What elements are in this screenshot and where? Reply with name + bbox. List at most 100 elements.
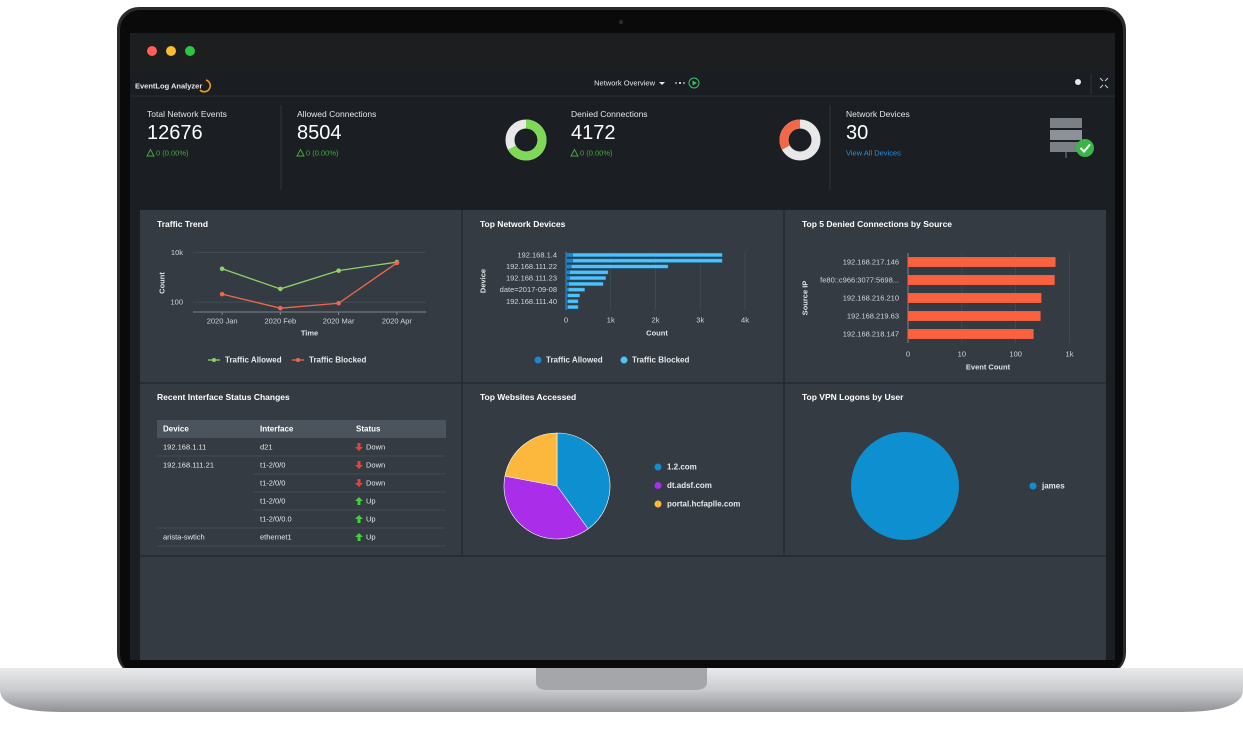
bar-segment	[568, 287, 585, 292]
zoom-button[interactable]	[185, 46, 195, 56]
y-axis-title: Source IP	[801, 281, 810, 316]
kpi-label: Total Network Events	[147, 109, 227, 119]
legend-marker	[1029, 482, 1037, 490]
bar-segment	[572, 258, 723, 263]
donut-segment	[507, 119, 547, 161]
legend-label[interactable]: Traffic Blocked	[309, 356, 366, 365]
cell: Down	[366, 461, 385, 470]
y-tick-label: 192.168.111.40	[506, 297, 557, 306]
cell: t1-2/0/0.0	[260, 515, 292, 524]
bar-segment	[571, 264, 669, 269]
play-icon[interactable]	[692, 80, 698, 86]
column-header: Interface	[260, 425, 294, 434]
kpi-value: 12676	[147, 122, 203, 144]
kpi-value: 4172	[571, 122, 616, 144]
y-tick-label: 100	[170, 298, 183, 307]
cell: Up	[366, 497, 376, 506]
status-arrow	[355, 515, 363, 523]
panel-title: Recent Interface Status Changes	[157, 392, 290, 402]
app-header	[130, 72, 1115, 96]
bar	[908, 329, 1034, 339]
point	[278, 286, 283, 292]
pie-slice	[503, 475, 589, 540]
status-arrow	[355, 443, 363, 451]
slide-dot[interactable]	[675, 82, 677, 84]
kpi-change: 0 (0.00%)	[156, 149, 189, 158]
bar	[908, 275, 1055, 285]
donut-segment	[779, 119, 801, 150]
status-arrow	[355, 497, 363, 505]
legend-label[interactable]: Traffic Allowed	[225, 356, 282, 365]
legend-label[interactable]: Traffic Allowed	[546, 356, 603, 365]
minimize-button[interactable]	[166, 46, 176, 56]
camera	[619, 20, 623, 24]
bar-segment	[565, 252, 573, 257]
bar-segment	[567, 299, 579, 304]
cell: t1-2/0/0	[260, 479, 285, 488]
legend-label[interactable]: Traffic Blocked	[632, 356, 689, 365]
view-selector[interactable]: Network Overview	[594, 79, 655, 88]
dropdown-caret[interactable]	[659, 82, 665, 85]
server-unit	[1050, 130, 1082, 140]
x-axis-title: Count	[646, 329, 668, 338]
x-tick-label: 3k	[696, 316, 704, 325]
cell: t1-2/0/0	[260, 497, 285, 506]
kpi-value: 8504	[297, 122, 342, 144]
bar-segment	[569, 270, 609, 275]
play-button[interactable]	[688, 77, 700, 89]
slide-dot[interactable]	[679, 82, 681, 84]
point	[336, 268, 341, 273]
bar	[908, 311, 1041, 321]
legend-marker	[534, 356, 542, 364]
x-tick-label: 100	[1009, 350, 1022, 359]
bar-segment	[569, 276, 607, 281]
app-logo	[199, 79, 212, 93]
legend-label[interactable]: 1.2.com	[667, 463, 697, 472]
legend-label[interactable]: james	[1041, 482, 1065, 491]
status-arrow	[355, 479, 363, 487]
bar-segment	[565, 293, 568, 298]
bar-segment	[567, 305, 579, 310]
fullscreen-toggle[interactable]	[1099, 77, 1109, 89]
legend-label[interactable]: dt.adsf.com	[667, 481, 712, 490]
panel-title: Top 5 Denied Connections by Source	[802, 219, 952, 229]
pie-slice	[504, 432, 558, 487]
bar-segment	[565, 258, 573, 263]
kpi-label: Denied Connections	[571, 109, 648, 119]
close-button[interactable]	[147, 46, 157, 56]
point	[278, 305, 283, 311]
y-axis-title: Device	[479, 269, 488, 293]
theme-toggle[interactable]	[1075, 79, 1081, 85]
change-icon	[296, 148, 305, 157]
bar	[908, 293, 1042, 303]
cell: Down	[366, 443, 385, 452]
cell: ethernet1	[260, 533, 292, 542]
kpi-label: Allowed Connections	[297, 109, 376, 119]
legend-marker	[654, 482, 662, 489]
bar-segment	[565, 299, 568, 304]
x-tick-label: 1k	[607, 316, 615, 325]
series-line	[221, 261, 397, 290]
slide-dot[interactable]	[683, 82, 685, 84]
series-line	[221, 262, 398, 309]
point	[219, 266, 225, 272]
y-tick-label: 192.168.111.23	[506, 274, 557, 283]
server-icon	[1050, 118, 1094, 158]
laptop-notch	[536, 668, 707, 690]
bar-segment	[565, 276, 570, 281]
x-tick-label: 4k	[741, 316, 749, 325]
status-arrow	[355, 461, 363, 469]
y-tick-label: 192.168.216.210	[843, 294, 899, 303]
y-tick-label: fe80::c966:3077:5698...	[820, 276, 899, 285]
table-header	[157, 420, 446, 438]
kpi-link[interactable]: View All Devices	[846, 149, 901, 158]
bar-segment	[568, 281, 604, 286]
bar-segment	[567, 293, 581, 298]
y-tick-label: 192.168.217.146	[843, 258, 899, 267]
cell: Down	[366, 479, 385, 488]
legend-label[interactable]: portal.hcfaplle.com	[667, 500, 740, 509]
y-tick-label: 192.168.219.63	[847, 312, 899, 321]
point	[219, 291, 225, 297]
